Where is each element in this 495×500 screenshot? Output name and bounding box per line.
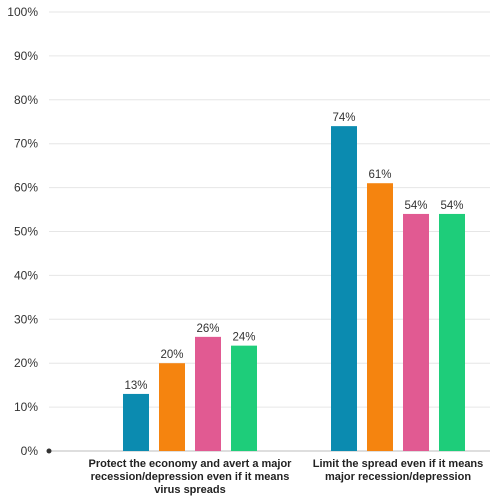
bar xyxy=(195,336,221,451)
y-tick-label: 60% xyxy=(14,181,38,195)
category-label: Limit the spread even if it means xyxy=(313,458,484,470)
bar xyxy=(123,393,149,451)
y-tick-label: 20% xyxy=(14,356,38,370)
y-tick-label: 50% xyxy=(14,225,38,239)
data-label: 26% xyxy=(196,323,219,335)
category-label: virus spreads xyxy=(154,484,226,496)
data-labels: 13% 20% 26% 24% 74% 61% 54% 54% xyxy=(124,112,463,392)
bar xyxy=(403,213,429,451)
y-tick-label: 90% xyxy=(14,49,38,63)
gridlines xyxy=(49,11,490,452)
bars xyxy=(123,126,465,451)
data-label: 20% xyxy=(160,349,183,361)
data-label: 61% xyxy=(368,169,391,181)
bar xyxy=(159,363,185,451)
y-tick-label: 70% xyxy=(14,137,38,151)
y-tick-label: 80% xyxy=(14,93,38,107)
category-label: recession/depression even if it means xyxy=(91,471,290,483)
category-label: major recession/depression xyxy=(325,471,471,483)
data-label: 54% xyxy=(404,200,427,212)
y-tick-label: 40% xyxy=(14,268,38,282)
bar xyxy=(231,345,257,451)
y-tick-label: 30% xyxy=(14,312,38,326)
bar xyxy=(367,183,393,451)
category-labels: Protect the economy and avert a majorrec… xyxy=(89,458,484,496)
y-tick-label: 10% xyxy=(14,400,38,414)
bar xyxy=(331,126,357,451)
axis-origin-dot xyxy=(46,448,52,454)
category-label: Protect the economy and avert a major xyxy=(89,458,293,470)
data-label: 54% xyxy=(440,200,463,212)
y-tick-label: 0% xyxy=(21,444,39,458)
data-label: 74% xyxy=(332,112,355,124)
bar xyxy=(439,213,465,451)
y-axis-ticks: 0% 10% 20% 30% 40% 50% 60% 70% 80% 90% 100% xyxy=(7,5,38,458)
y-tick-label: 100% xyxy=(7,5,38,19)
data-label: 24% xyxy=(232,332,255,344)
data-label: 13% xyxy=(124,380,147,392)
